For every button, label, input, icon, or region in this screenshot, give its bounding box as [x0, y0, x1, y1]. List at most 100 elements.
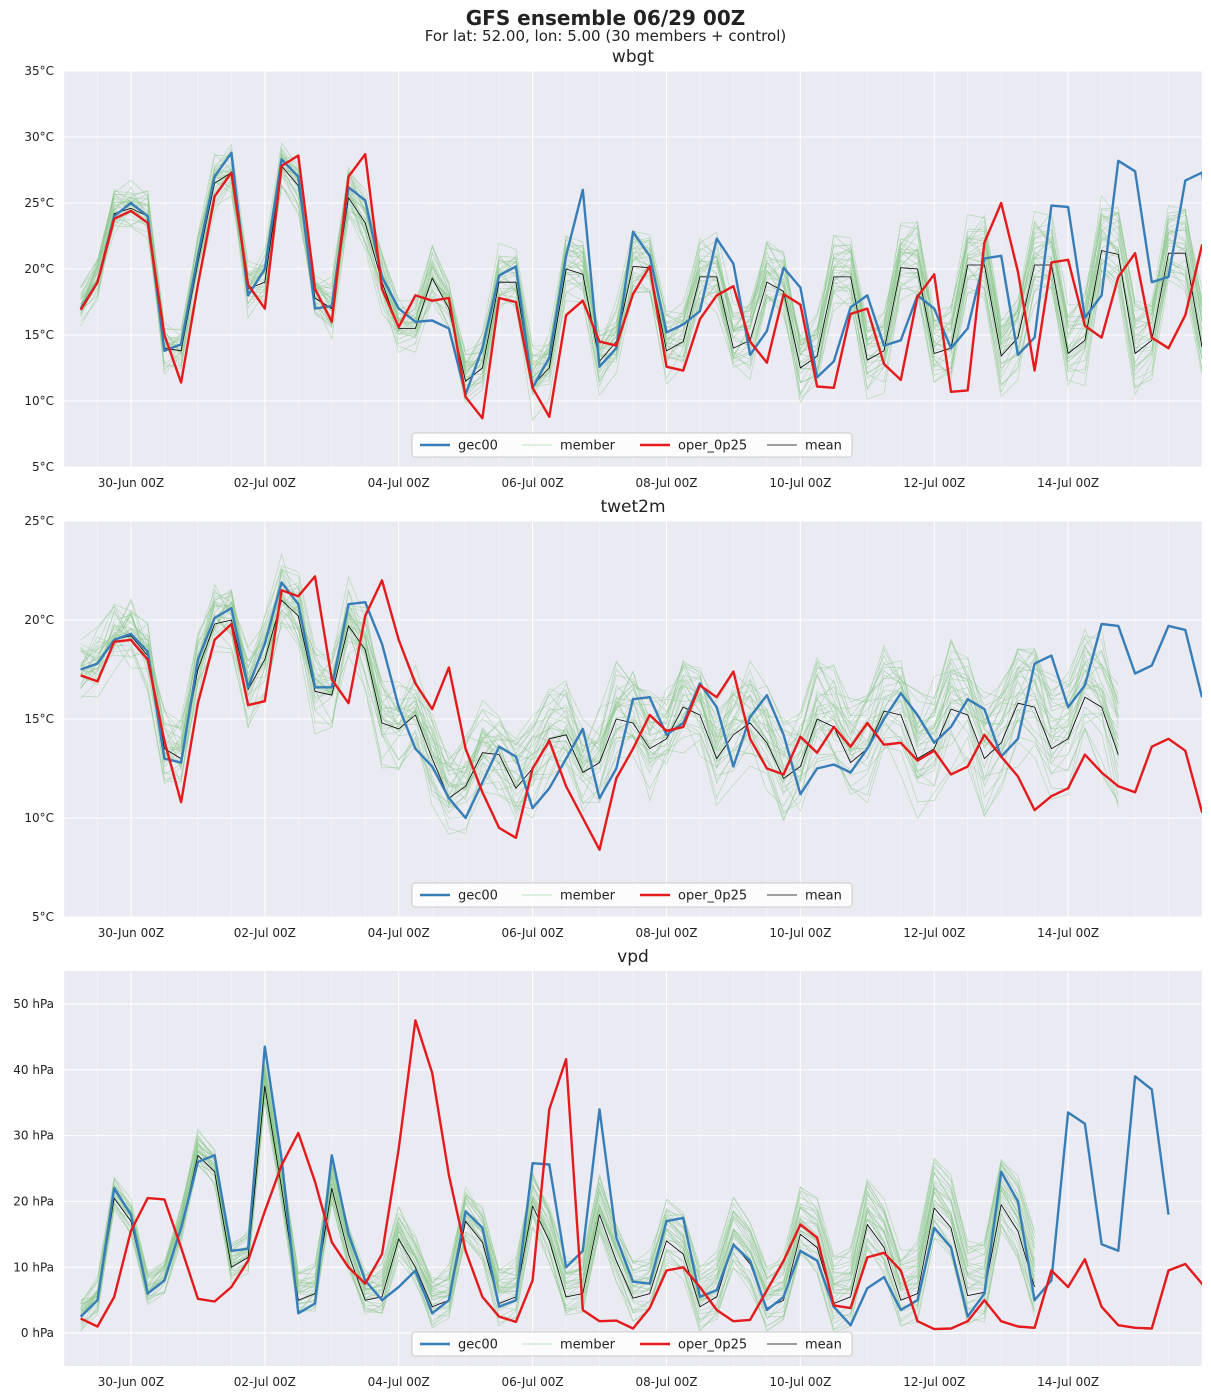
series-line-oper_0p25: [79, 153, 1202, 420]
member-line: [80, 565, 1119, 773]
legend-label-mean: mean: [805, 1338, 842, 1353]
legend-label-gec00: gec00: [458, 439, 498, 454]
x-tick-label: 08-Jul 00Z: [635, 1375, 697, 1389]
series-line-oper_0p25: [80, 575, 1202, 851]
series-line-gec00: [79, 1045, 1170, 1327]
member-line: [80, 588, 1119, 799]
x-tick-label: 02-Jul 00Z: [234, 926, 296, 940]
member-line: [80, 568, 1119, 784]
series-line-gec00: [80, 581, 1202, 820]
x-tick-label: 06-Jul 00Z: [502, 476, 564, 490]
y-tick-label: 10°C: [24, 811, 54, 825]
plot-area: [79, 1019, 1202, 1333]
legend-label-oper_0p25: oper_0p25: [678, 889, 747, 904]
member-line: [80, 1061, 1035, 1305]
x-tick-label: 04-Jul 00Z: [368, 926, 430, 940]
legend: gec00 member oper_0p25 mean: [411, 1331, 853, 1357]
figure-subtitle: For lat: 52.00, lon: 5.00 (30 members + …: [424, 27, 787, 45]
x-tick-label: 04-Jul 00Z: [368, 476, 430, 490]
member-line: [80, 598, 1119, 835]
x-tick-label: 30-Jun 00Z: [98, 926, 164, 940]
legend-label-oper_0p25: oper_0p25: [678, 1338, 747, 1353]
x-tick-label: 12-Jul 00Z: [903, 476, 965, 490]
series-line-mean: [80, 599, 1119, 799]
x-tick-label: 14-Jul 00Z: [1037, 1375, 1099, 1389]
y-tick-label: 35°C: [24, 64, 54, 78]
panel-title: vpd: [617, 947, 649, 967]
x-tick-label: 30-Jun 00Z: [98, 1375, 164, 1389]
x-tick-label: 02-Jul 00Z: [234, 1375, 296, 1389]
member-line: [80, 1075, 1035, 1313]
x-tick-label: 30-Jun 00Z: [98, 476, 164, 490]
legend-label-mean: mean: [805, 889, 842, 904]
plot-area: [80, 553, 1202, 851]
y-tick-label: 25°C: [24, 196, 54, 210]
series-line-oper_0p25: [80, 1019, 1202, 1331]
chart-panel-vpd: 0 hPa 10 hPa 20 hPa 30 hPa 40 hPa 50 hPa 30-Ju…: [13, 947, 1203, 1389]
y-tick-label: 50 hPa: [13, 997, 54, 1011]
legend-label-member: member: [560, 439, 616, 454]
chart-panel-wbgt: 5°C 10°C 15°C 20°C 25°C 30°C 35°C 30-Jun 00Z 02-…: [24, 47, 1203, 490]
member-line: [80, 1071, 1035, 1314]
legend-label-member: member: [560, 889, 616, 904]
member-line: [80, 178, 1202, 397]
member-line: [80, 1074, 1035, 1319]
legend-label-oper_0p25: oper_0p25: [678, 439, 747, 454]
legend-box: [411, 432, 853, 458]
panel-title: twet2m: [600, 497, 665, 517]
x-tick-label: 02-Jul 00Z: [234, 476, 296, 490]
legend-label-member: member: [560, 1338, 616, 1353]
x-tick-label: 10-Jul 00Z: [769, 1375, 831, 1389]
member-line: [80, 156, 1202, 367]
y-tick-label: 30 hPa: [13, 1129, 54, 1143]
y-tick-label: 20°C: [24, 262, 54, 276]
member-line: [80, 592, 1119, 768]
legend-box: [411, 1331, 853, 1357]
y-tick-label: 10°C: [24, 394, 54, 408]
y-tick-label: 15°C: [24, 328, 54, 342]
legend-label-gec00: gec00: [458, 889, 498, 904]
y-tick-label: 20°C: [24, 613, 54, 627]
plot-area: [79, 142, 1202, 422]
series-line-mean: [80, 1085, 1035, 1317]
x-tick-label: 08-Jul 00Z: [635, 476, 697, 490]
member-line: [80, 1078, 1035, 1305]
panel-title: wbgt: [612, 47, 654, 67]
y-tick-label: 0 hPa: [21, 1326, 54, 1340]
legend-label-mean: mean: [805, 439, 842, 454]
member-line: [80, 1075, 1035, 1307]
member-line: [80, 1074, 1035, 1309]
legend-label-gec00: gec00: [458, 1338, 498, 1353]
y-tick-label: 5°C: [32, 460, 54, 474]
x-tick-label: 14-Jul 00Z: [1037, 926, 1099, 940]
x-tick-label: 10-Jul 00Z: [769, 926, 831, 940]
member-line: [80, 1065, 1035, 1303]
member-line: [80, 569, 1119, 787]
member-line: [80, 1074, 1035, 1305]
x-tick-label: 14-Jul 00Z: [1037, 476, 1099, 490]
legend: gec00 member oper_0p25 mean: [411, 432, 853, 458]
y-tick-label: 40 hPa: [13, 1063, 54, 1077]
y-tick-label: 25°C: [24, 514, 54, 528]
x-tick-label: 04-Jul 00Z: [368, 1375, 430, 1389]
member-line: [80, 1101, 1035, 1333]
y-tick-label: 10 hPa: [13, 1260, 54, 1274]
figure-title: GFS ensemble 06/29 00Z: [465, 6, 746, 30]
x-tick-label: 10-Jul 00Z: [769, 476, 831, 490]
y-tick-label: 5°C: [32, 910, 54, 924]
x-tick-label: 12-Jul 00Z: [903, 926, 965, 940]
member-line: [80, 604, 1119, 808]
x-tick-label: 06-Jul 00Z: [502, 1375, 564, 1389]
x-tick-label: 06-Jul 00Z: [502, 926, 564, 940]
x-tick-label: 08-Jul 00Z: [635, 926, 697, 940]
y-tick-label: 30°C: [24, 130, 54, 144]
legend-box: [411, 882, 853, 908]
member-line: [80, 620, 1119, 835]
legend: gec00 member oper_0p25 mean: [411, 882, 853, 908]
y-tick-label: 15°C: [24, 712, 54, 726]
chart-panel-twet2m: 5°C 10°C 15°C 20°C 25°C 30-Jun 00Z 02-Jul 00Z 0…: [24, 497, 1203, 940]
member-line: [80, 142, 1202, 369]
x-tick-label: 12-Jul 00Z: [903, 1375, 965, 1389]
y-tick-label: 20 hPa: [13, 1194, 54, 1208]
